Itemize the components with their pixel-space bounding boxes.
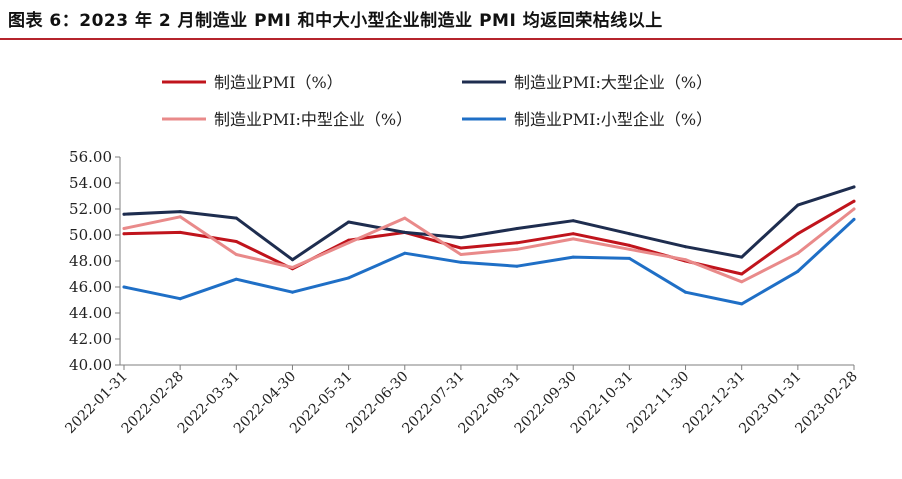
figure-title: 图表 6：2023 年 2 月制造业 PMI 和中大小型企业制造业 PMI 均返… [8, 11, 663, 31]
series-2-point [403, 216, 407, 220]
series-3-point [122, 285, 126, 289]
chart-series-layer [122, 185, 856, 306]
series-2-point [684, 258, 688, 262]
y-tick-label: 40.00 [69, 356, 112, 374]
series-0-point [571, 232, 575, 236]
series-2-point [740, 280, 744, 284]
chart-legend: 制造业PMI（%） 制造业PMI:大型企业（%） 制造业PMI:中型企业（%） 制造业… [162, 73, 712, 129]
series-1-point [122, 212, 126, 216]
series-0-point [627, 243, 631, 247]
series-2-point [852, 207, 856, 211]
series-3-point [852, 217, 856, 221]
series-2-point [459, 253, 463, 256]
series-1-point [571, 219, 575, 223]
series-0-point [515, 241, 519, 245]
series-3-point [347, 276, 351, 280]
series-2-point [290, 266, 294, 269]
series-2-point [122, 227, 126, 230]
series-0-point [459, 246, 463, 250]
y-tick-label: 44.00 [69, 304, 112, 322]
title-rule [0, 38, 902, 40]
series-0-point [178, 230, 182, 234]
series-2-point [796, 251, 800, 255]
y-tick-label: 54.00 [69, 174, 112, 192]
legend-label-1: 制造业PMI:大型企业（%） [514, 73, 712, 92]
series-1-point [459, 236, 463, 240]
y-tick-label: 48.00 [69, 252, 112, 270]
y-tick-label: 50.00 [69, 226, 112, 244]
series-1-point [178, 210, 182, 214]
series-0-point [740, 272, 744, 276]
series-2-point [571, 237, 575, 241]
series-line-0 [122, 199, 856, 276]
legend-label-3: 制造业PMI:小型企业（%） [514, 110, 712, 129]
series-2-point [627, 247, 631, 251]
legend-label-0: 制造业PMI（%） [214, 73, 343, 92]
series-1-point [796, 203, 800, 207]
series-2-point [178, 215, 182, 219]
series-3-point [796, 269, 800, 273]
series-1-point [627, 232, 631, 236]
series-3-point [403, 251, 407, 255]
series-0-point [796, 232, 800, 236]
series-2-point [515, 247, 519, 251]
series-1-point [515, 227, 519, 230]
y-tick-label: 56.00 [69, 148, 112, 166]
series-line-3 [122, 217, 856, 306]
series-3-point [290, 290, 294, 294]
series-1-point [684, 245, 688, 249]
series-3-point [684, 290, 688, 294]
series-0-point [122, 232, 126, 236]
y-tick-label: 46.00 [69, 278, 112, 296]
series-2-point [234, 253, 238, 256]
chart-axes: 40.00 42.00 44.00 46.00 48.00 50.00 52.00 54.00… [62, 148, 860, 437]
series-3-point [740, 302, 744, 306]
y-tick-label: 52.00 [69, 200, 112, 218]
series-3-point [178, 297, 182, 301]
series-line-2 [122, 207, 856, 284]
series-1-point [290, 258, 294, 262]
series-0-point [234, 240, 238, 243]
series-3-point [571, 255, 575, 259]
legend-label-2: 制造业PMI:中型企业（%） [214, 110, 412, 129]
series-1-point [234, 216, 238, 220]
series-1-point [852, 185, 856, 189]
series-2-point [347, 241, 351, 245]
series-3-point [459, 260, 463, 264]
series-0-point [852, 199, 856, 203]
series-1-point [740, 255, 744, 259]
series-3-point [234, 277, 238, 281]
series-line-1 [122, 185, 856, 262]
series-3-point [515, 264, 519, 268]
series-3-point [627, 256, 631, 260]
series-1-point [347, 220, 351, 224]
y-tick-label: 42.00 [69, 330, 112, 348]
series-1-point [403, 230, 407, 234]
